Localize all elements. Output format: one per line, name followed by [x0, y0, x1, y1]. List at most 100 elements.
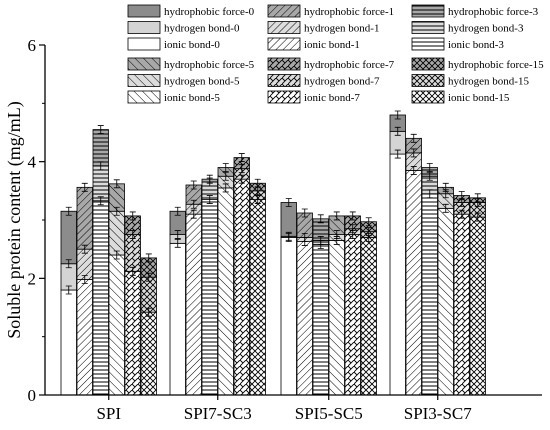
error-bar — [238, 153, 245, 162]
bar-ionic-bond-3-SPI7-SC3 — [201, 199, 218, 396]
error-bar — [113, 179, 120, 189]
error-bar — [65, 259, 72, 269]
error-bar — [349, 224, 356, 234]
bar-ionic-bond-0-SPI — [60, 289, 77, 396]
bar-ionic-bond-0-SPI7-SC3 — [169, 242, 186, 396]
error-bar — [254, 178, 261, 188]
bar-ionic-bond-5-SPI — [108, 254, 125, 396]
error-bar — [65, 285, 72, 295]
error-bar — [426, 189, 433, 199]
error-bar — [222, 163, 229, 172]
legend-label: hydrophobic force-5 — [164, 59, 255, 71]
legend-label: hydrogen bond-0 — [164, 23, 240, 35]
bar-ionic-bond-5-SPI3-SC7 — [437, 207, 454, 396]
error-bar — [65, 206, 72, 216]
error-bar — [365, 227, 372, 237]
y-tick-label: 6 — [28, 36, 37, 55]
bar-ionic-bond-15-SPI — [140, 311, 157, 396]
error-bar — [174, 230, 181, 239]
bar-hydrophobic-force-3-SPI — [92, 129, 109, 167]
error-bar — [349, 211, 356, 221]
y-tick-label: 4 — [28, 153, 37, 172]
error-bar — [129, 211, 136, 221]
error-bar — [333, 211, 340, 221]
legend-swatch — [127, 37, 161, 51]
legend-label: hydrophobic force-7 — [304, 59, 395, 71]
error-bar — [442, 203, 449, 213]
bar-ionic-bond-3-SPI — [92, 200, 109, 396]
error-bar — [410, 133, 417, 143]
legend-label: hydrogen bond-1 — [304, 23, 379, 35]
error-bar — [458, 209, 465, 219]
legend: hydrophobic force-0 hydrogen bond-0 ionic … — [127, 4, 544, 104]
error-bar — [81, 244, 88, 254]
bar-hydrophobic-force-0-SPI5-SC5 — [280, 202, 297, 237]
error-bar — [174, 206, 181, 216]
legend-swatch — [267, 4, 301, 18]
x-category-label: SPI5-SC5 — [295, 404, 363, 423]
error-bar — [129, 230, 136, 239]
legend-swatch — [127, 57, 161, 71]
error-bar — [301, 208, 308, 218]
legend-swatch — [267, 21, 301, 34]
legend-swatch — [127, 90, 161, 104]
bar-ionic-bond-7-SPI3-SC7 — [453, 213, 470, 396]
x-categories-group: SPI SPI7-SC3 SPI5-SC5 SPI3-SC7 — [96, 395, 472, 423]
legend-swatch — [267, 37, 301, 51]
error-bar — [145, 272, 152, 282]
error-bar — [394, 110, 401, 120]
bar-ionic-bond-3-SPI5-SC5 — [312, 244, 329, 396]
error-bar — [113, 250, 120, 260]
bar-ionic-bond-1-SPI3-SC7 — [405, 170, 422, 396]
bar-hydrogen-bond-1-SPI — [76, 248, 93, 280]
error-bar — [442, 182, 449, 192]
error-bar — [426, 163, 433, 172]
error-bar — [410, 166, 417, 175]
legend-label: hydrophobic force-1 — [304, 6, 394, 18]
error-bar — [97, 196, 104, 206]
error-bar — [474, 212, 481, 222]
bar-ionic-bond-15-SPI7-SC3 — [249, 199, 266, 396]
error-bar — [365, 217, 372, 227]
legend-swatch — [127, 74, 161, 87]
error-bar — [474, 193, 481, 203]
legend-swatch — [267, 57, 301, 71]
legend-label: ionic bond-3 — [448, 39, 504, 51]
bar-ionic-bond-1-SPI7-SC3 — [185, 213, 202, 396]
legend-label: ionic bond-15 — [448, 92, 510, 104]
legend-swatch — [411, 37, 445, 51]
legend-label: ionic bond-0 — [164, 39, 220, 51]
legend-label: ionic bond-5 — [164, 92, 220, 104]
error-bar — [238, 174, 245, 184]
error-bar — [81, 182, 88, 192]
error-bar — [317, 214, 324, 224]
error-bar — [254, 195, 261, 204]
bar-ionic-bond-7-SPI — [124, 270, 141, 396]
bar-ionic-bond-1-SPI — [76, 279, 93, 396]
error-bar — [394, 126, 401, 136]
bar-ionic-bond-5-SPI7-SC3 — [217, 187, 234, 396]
error-bar — [206, 195, 213, 204]
legend-label: ionic bond-7 — [304, 92, 360, 104]
error-bar — [190, 209, 197, 219]
legend-label: hydrogen bond-5 — [164, 76, 240, 88]
legend-swatch — [267, 90, 301, 104]
error-bar — [410, 148, 417, 158]
bar-hydrophobic-force-1-SPI — [76, 186, 93, 250]
error-bar — [238, 164, 245, 174]
legend-swatch — [267, 74, 301, 87]
error-bar — [81, 275, 88, 284]
bar-ionic-bond-3-SPI3-SC7 — [421, 193, 438, 396]
x-category-label: SPI7-SC3 — [184, 404, 252, 423]
y-tick-label: 2 — [28, 269, 37, 288]
bar-hydrogen-bond-3-SPI — [92, 165, 109, 202]
bar-hydrogen-bond-5-SPI — [108, 210, 125, 256]
error-bar — [97, 161, 104, 171]
error-bar — [394, 149, 401, 159]
legend-swatch — [411, 90, 445, 104]
error-bar — [145, 307, 152, 317]
bar-ionic-bond-7-SPI5-SC5 — [344, 234, 361, 396]
error-bar — [113, 206, 120, 216]
error-bar — [426, 171, 433, 181]
